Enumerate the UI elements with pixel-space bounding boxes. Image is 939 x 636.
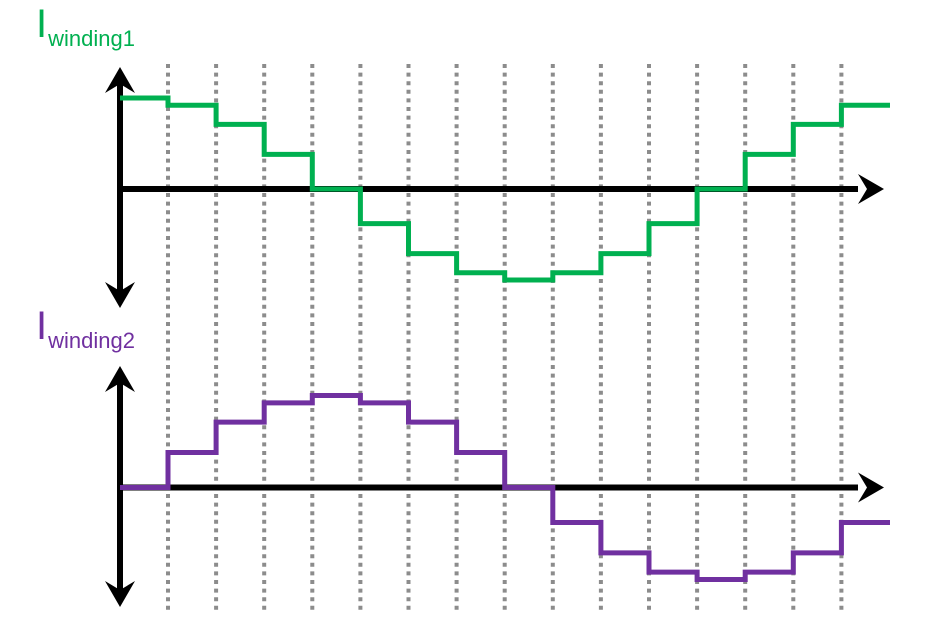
winding1-current-label: Iwinding1 — [36, 2, 135, 50]
iwinding2-y-axis-down-arrow-icon — [105, 581, 135, 607]
iwinding1-y-axis-down-arrow-icon — [105, 282, 135, 308]
iwinding1-waveform — [120, 95, 890, 283]
winding1-label-symbol: I — [36, 2, 48, 46]
iwinding2-waveform — [120, 393, 890, 582]
iwinding2-x-axis-right-arrow-icon — [858, 472, 884, 503]
winding2-label-subscript: winding2 — [48, 328, 135, 353]
iwinding1-y-axis-up-arrow-icon — [105, 67, 135, 93]
iwinding2-y-axis-up-arrow-icon — [105, 366, 135, 392]
winding2-label-symbol: I — [36, 304, 48, 348]
winding1-label-subscript: winding1 — [48, 26, 135, 51]
iwinding1-x-axis-right-arrow-icon — [858, 174, 884, 204]
winding2-current-label: Iwinding2 — [36, 304, 135, 352]
